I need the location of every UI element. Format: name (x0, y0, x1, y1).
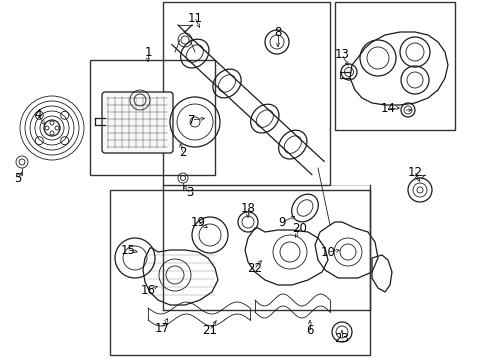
Bar (110, 190, 370, 355)
Text: 13: 13 (335, 49, 349, 62)
Text: 17: 17 (154, 321, 170, 334)
Text: 4: 4 (34, 108, 42, 122)
Text: 9: 9 (278, 216, 286, 229)
Text: 5: 5 (14, 171, 22, 184)
Bar (163, 2, 330, 185)
Bar (335, 2, 455, 130)
Text: 11: 11 (188, 12, 202, 24)
Text: 18: 18 (241, 202, 255, 215)
Text: 2: 2 (179, 147, 187, 159)
Text: 1: 1 (144, 45, 152, 58)
Text: 8: 8 (274, 26, 282, 39)
Text: 12: 12 (408, 166, 422, 179)
Text: 22: 22 (247, 261, 263, 274)
Text: 16: 16 (141, 284, 155, 297)
Bar (90, 60, 215, 175)
Text: 20: 20 (293, 221, 307, 234)
Text: 3: 3 (186, 186, 194, 199)
Text: 14: 14 (381, 102, 395, 114)
Text: 15: 15 (121, 243, 135, 256)
Text: 6: 6 (306, 324, 314, 337)
Text: 10: 10 (320, 246, 336, 258)
Text: 21: 21 (202, 324, 218, 337)
Text: 19: 19 (191, 216, 205, 229)
Text: 23: 23 (335, 332, 349, 345)
FancyBboxPatch shape (102, 92, 173, 153)
Text: 7: 7 (188, 113, 196, 126)
